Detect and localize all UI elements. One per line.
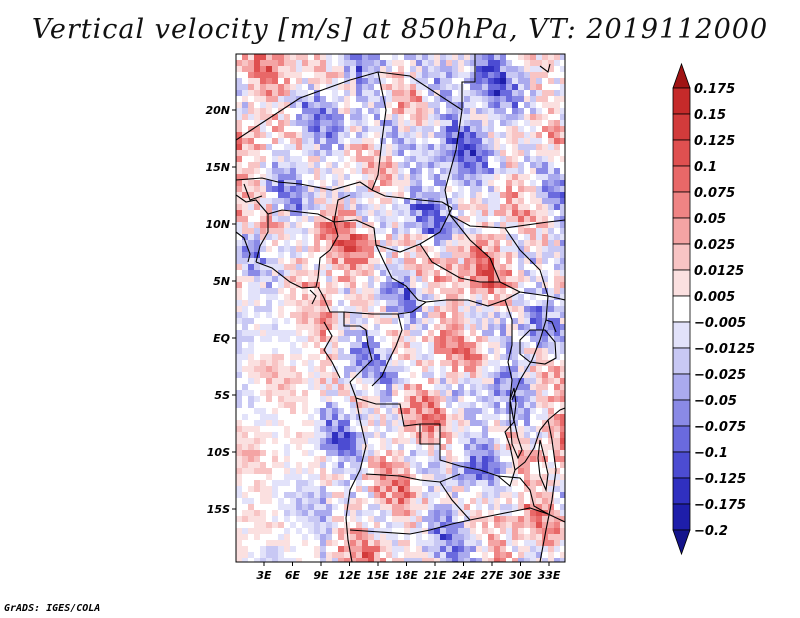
colorbar-level-label: −0.005 — [694, 316, 746, 331]
colorbar-swatch — [672, 139, 691, 167]
colorbar-swatch — [672, 243, 691, 271]
colorbar-level-label: 0.0125 — [694, 264, 744, 279]
colorbar-level-label: −0.125 — [694, 472, 746, 487]
lat-tick-label: 5N — [213, 275, 230, 288]
map-frame — [235, 53, 566, 563]
colorbar-swatch — [672, 425, 691, 453]
lon-tick-label: 33E — [538, 569, 561, 582]
colorbar-swatch — [672, 165, 691, 193]
lon-tick-label: 3E — [256, 569, 272, 582]
map-title: Vertical velocity [m/s] at 850hPa, VT: 2… — [31, 14, 769, 45]
colorbar-level-label: −0.175 — [694, 498, 746, 513]
colorbar-level-label: −0.1 — [694, 446, 728, 461]
colorbar-swatch — [672, 477, 691, 505]
colorbar-level-label: −0.075 — [694, 420, 746, 435]
lat-tick-label: 10N — [205, 218, 230, 231]
lat-tick-label: 15S — [207, 503, 230, 516]
colorbar-level-label: −0.2 — [694, 524, 728, 539]
colorbar-swatch — [672, 321, 691, 349]
lat-tick-label: 20N — [205, 104, 230, 117]
colorbar-level-label: 0.15 — [694, 108, 726, 123]
colorbar-level-label: 0.075 — [694, 186, 735, 201]
colorbar-swatch — [672, 295, 691, 323]
lon-tick-label: 21E — [424, 569, 447, 582]
colorbar-swatch — [672, 451, 691, 479]
colorbar-swatch — [672, 217, 691, 245]
colorbar-swatch — [672, 503, 691, 531]
lon-tick-label: 30E — [509, 569, 532, 582]
colorbar-top-arrow — [672, 62, 691, 89]
lon-tick-label: 27E — [481, 569, 504, 582]
lat-tick-label: 5S — [214, 389, 230, 402]
colorbar-swatch — [672, 191, 691, 219]
colorbar-level-label: 0.175 — [694, 82, 735, 97]
lat-tick-label: 10S — [207, 446, 230, 459]
colorbar-level-label: 0.05 — [694, 212, 726, 227]
colorbar-level-label: 0.125 — [694, 134, 735, 149]
lon-tick-label: 12E — [338, 569, 361, 582]
colorbar-level-label: 0.025 — [694, 238, 735, 253]
colorbar-swatch — [672, 87, 691, 115]
lat-tick-label: EQ — [213, 332, 230, 345]
colorbar-level-label: −0.025 — [694, 368, 746, 383]
lon-tick-label: 9E — [313, 569, 329, 582]
colorbar-bottom-arrow — [672, 529, 691, 556]
latitude-axis: 20N 15N 10N 5N EQ 5S 10S 15S — [205, 104, 236, 516]
colorbar-swatch — [672, 347, 691, 375]
colorbar-level-label: 0.005 — [694, 290, 735, 305]
grads-credit: GrADS: IGES/COLA — [4, 603, 101, 614]
lon-tick-label: 24E — [452, 569, 475, 582]
lon-tick-label: 15E — [367, 569, 390, 582]
colorbar-level-label: −0.0125 — [694, 342, 755, 357]
colorbar-swatch — [672, 373, 691, 401]
lon-tick-label: 6E — [285, 569, 301, 582]
colorbar-swatch — [672, 269, 691, 297]
longitude-axis: 3E 6E 9E 12E 15E 18E 21E 24E 27E 30E 33E — [256, 562, 561, 582]
colorbar-level-label: 0.1 — [694, 160, 717, 175]
lat-tick-label: 15N — [205, 161, 230, 174]
colorbar-swatch — [672, 399, 691, 427]
colorbar-swatch — [672, 113, 691, 141]
country-borders — [236, 54, 565, 562]
colorbar-level-label: −0.05 — [694, 394, 737, 409]
lon-tick-label: 18E — [395, 569, 418, 582]
